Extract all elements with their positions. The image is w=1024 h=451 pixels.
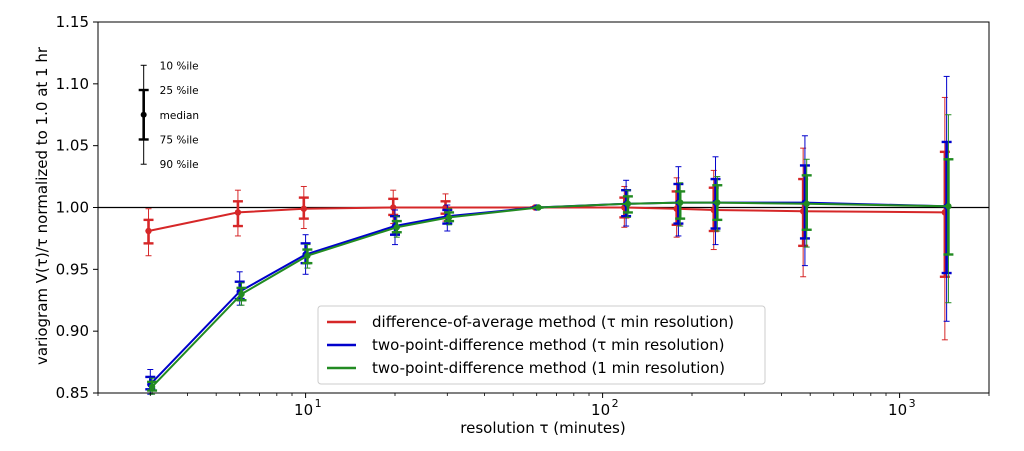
median-point <box>445 214 453 221</box>
series-line <box>148 206 945 232</box>
median-point <box>624 200 632 207</box>
series-1 <box>143 96 950 341</box>
key-median-point <box>140 111 147 118</box>
key-label-1: 10 %ile <box>160 60 199 72</box>
x-tick-exponent: 2 <box>612 397 619 410</box>
median-point <box>304 252 311 259</box>
key-label-2: 25 %ile <box>160 85 199 97</box>
y-tick-label: 1.15 <box>56 13 89 31</box>
key-label-5: 90 %ile <box>160 159 199 171</box>
x-tick-label: 10 <box>888 401 907 419</box>
median-point <box>300 205 308 212</box>
median-point <box>148 383 156 391</box>
key-label-4: 75 %ile <box>160 134 199 146</box>
legend-label-3: two-point-difference method (1 min resol… <box>372 359 725 377</box>
x-axis-title: resolution τ (minutes) <box>460 419 625 437</box>
median-point <box>234 209 242 216</box>
y-tick-label: 1.05 <box>56 137 89 155</box>
median-point <box>945 203 952 210</box>
y-tick-label: 0.85 <box>56 384 89 402</box>
y-axis-title: variogram V(τ)/τ normalized to 1.0 at 1 … <box>33 46 51 365</box>
median-point <box>238 290 245 298</box>
median-point <box>803 200 810 207</box>
legend-label-2: two-point-difference method (τ min resol… <box>372 336 724 354</box>
median-point <box>535 204 542 211</box>
median-point <box>676 199 684 206</box>
y-tick-label: 1.10 <box>56 75 89 93</box>
legend-label-1: difference-of-average method (τ min reso… <box>372 313 734 331</box>
x-tick-exponent: 1 <box>315 397 322 410</box>
median-point <box>393 224 400 231</box>
x-tick-label: 10 <box>591 401 610 419</box>
median-point <box>145 227 152 235</box>
legend-box <box>317 305 766 385</box>
x-tick-exponent: 3 <box>909 397 916 410</box>
key-label-3: median <box>160 110 199 122</box>
median-point <box>714 199 721 206</box>
x-tick-label: 10 <box>294 401 313 419</box>
median-point <box>390 204 397 211</box>
y-tick-label: 0.95 <box>56 260 89 278</box>
series-3 <box>147 114 954 395</box>
y-tick-label: 0.90 <box>56 322 89 340</box>
y-tick-label: 1.00 <box>56 199 89 217</box>
